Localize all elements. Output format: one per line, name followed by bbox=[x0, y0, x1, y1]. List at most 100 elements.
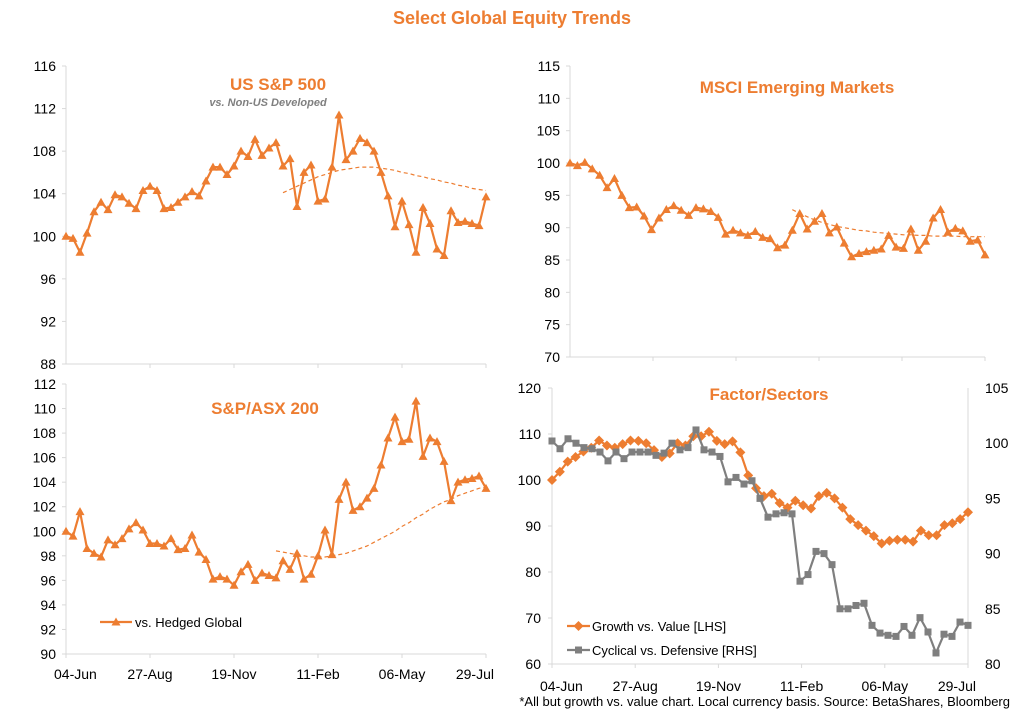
data-point bbox=[908, 631, 916, 639]
data-point bbox=[624, 203, 634, 212]
data-point bbox=[564, 435, 572, 443]
y-tick-label: 120 bbox=[518, 380, 542, 396]
data-point bbox=[609, 174, 619, 183]
y-tick-label: 90 bbox=[525, 518, 541, 534]
y-tick-label: 70 bbox=[544, 349, 560, 365]
data-point bbox=[691, 203, 701, 212]
data-point bbox=[617, 190, 627, 199]
data-point bbox=[796, 577, 804, 585]
data-point bbox=[369, 146, 379, 155]
data-point bbox=[633, 435, 644, 446]
data-point bbox=[82, 228, 92, 237]
data-point bbox=[601, 440, 612, 451]
data-point bbox=[711, 435, 722, 446]
y-tick-label: 110 bbox=[519, 426, 542, 442]
data-point bbox=[453, 477, 463, 486]
data-point bbox=[313, 551, 323, 560]
legend-marker bbox=[575, 646, 582, 654]
data-point bbox=[900, 534, 911, 545]
data-point bbox=[562, 456, 573, 467]
data-point bbox=[765, 234, 775, 243]
data-point bbox=[145, 181, 155, 190]
data-point bbox=[652, 451, 660, 459]
data-point bbox=[180, 192, 190, 201]
data-point bbox=[965, 236, 975, 245]
data-point bbox=[684, 210, 694, 219]
data-point bbox=[924, 628, 932, 636]
x-tick-label: 04-Jun bbox=[54, 666, 97, 682]
y-right-tick-label: 90 bbox=[985, 546, 1001, 562]
data-point bbox=[821, 487, 832, 498]
data-point bbox=[806, 503, 817, 514]
data-point bbox=[355, 502, 365, 511]
data-point bbox=[418, 203, 428, 212]
data-point bbox=[810, 216, 820, 225]
data-point bbox=[596, 448, 604, 456]
data-point bbox=[732, 473, 740, 481]
data-point bbox=[390, 412, 400, 421]
data-point bbox=[159, 204, 169, 213]
data-point bbox=[548, 437, 556, 445]
data-point bbox=[61, 231, 71, 240]
data-point bbox=[61, 526, 71, 535]
data-point bbox=[748, 477, 756, 485]
data-point bbox=[837, 502, 848, 513]
data-point bbox=[68, 531, 78, 540]
data-point bbox=[208, 574, 218, 583]
x-tick-label: 19-Nov bbox=[696, 678, 741, 694]
data-point bbox=[299, 167, 309, 176]
data-point bbox=[446, 206, 456, 215]
y-tick-label: 112 bbox=[34, 101, 57, 117]
y-right-tick-label: 100 bbox=[985, 435, 1009, 451]
data-point bbox=[644, 448, 652, 456]
data-point bbox=[103, 535, 113, 544]
data-point bbox=[138, 186, 148, 195]
data-point bbox=[632, 202, 642, 211]
data-point bbox=[180, 543, 190, 552]
chart-title: MSCI Emerging Markets bbox=[700, 78, 895, 97]
data-point bbox=[668, 439, 676, 447]
data-point bbox=[355, 133, 365, 142]
data-point bbox=[772, 510, 780, 518]
data-point bbox=[82, 543, 92, 552]
data-point bbox=[306, 569, 316, 578]
data-point bbox=[411, 396, 421, 405]
data-point bbox=[110, 540, 120, 549]
x-tick-label: 27-Aug bbox=[613, 678, 658, 694]
data-point bbox=[713, 212, 723, 221]
legend: vs. Hedged Global bbox=[100, 615, 242, 630]
data-point bbox=[565, 158, 575, 167]
data-point bbox=[362, 138, 372, 147]
data-point bbox=[432, 437, 442, 446]
data-point bbox=[96, 197, 106, 206]
y-right-tick-label: 95 bbox=[985, 490, 1001, 506]
data-point bbox=[812, 547, 820, 555]
data-point bbox=[828, 561, 836, 569]
y-tick-label: 106 bbox=[33, 450, 57, 466]
data-point bbox=[727, 436, 738, 447]
data-point bbox=[721, 229, 731, 238]
data-point bbox=[595, 170, 605, 179]
data-point bbox=[594, 435, 605, 446]
y-tick-label: 105 bbox=[537, 123, 561, 139]
y-tick-label: 100 bbox=[518, 472, 542, 488]
chart-subtitle: vs. Non-US Developed bbox=[209, 97, 327, 109]
data-point bbox=[604, 457, 612, 465]
data-point bbox=[735, 447, 746, 458]
data-point bbox=[327, 162, 337, 171]
data-point bbox=[236, 567, 246, 576]
chart-panel-msci_em: 70 75 80 85 90 95 100 105 110 115 MSCI Emerging Ma… bbox=[537, 58, 990, 365]
x-tick-label: 06-May bbox=[379, 666, 426, 682]
data-point bbox=[474, 471, 484, 480]
data-point bbox=[201, 176, 211, 185]
data-point bbox=[348, 146, 358, 155]
legend-label: Growth vs. Value [LHS] bbox=[592, 619, 726, 634]
chart-title: S&P/ASX 200 bbox=[211, 399, 319, 418]
data-point bbox=[612, 448, 620, 456]
data-point bbox=[89, 548, 99, 557]
data-point bbox=[292, 201, 302, 210]
y-tick-label: 100 bbox=[537, 155, 561, 171]
y-tick-label: 108 bbox=[33, 143, 57, 159]
x-tick-label: 19-Nov bbox=[211, 666, 256, 682]
